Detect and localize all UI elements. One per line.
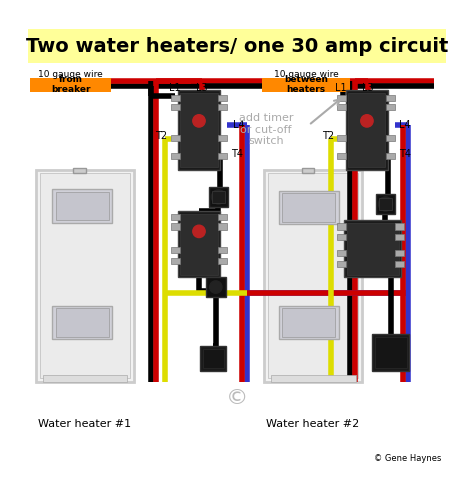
Bar [181,93,218,167]
Bar [56,192,109,220]
Circle shape [210,281,222,293]
Text: between
heaters: between heaters [284,75,328,94]
Circle shape [211,190,226,204]
Bar [268,173,358,378]
Bar [40,173,130,378]
Bar [171,135,180,141]
Bar [282,194,335,222]
Circle shape [378,340,403,365]
Bar [219,224,227,230]
Bar [27,29,447,63]
Bar [178,211,220,277]
Text: T2: T2 [322,131,334,141]
Circle shape [193,225,205,238]
Circle shape [204,350,222,367]
Bar [301,168,314,173]
Bar [212,191,225,203]
Bar [52,305,112,339]
Bar [346,90,388,170]
Bar [171,224,180,230]
Bar [372,334,410,371]
Bar [395,224,404,230]
Bar [264,170,362,382]
Text: L1: L1 [336,83,347,93]
Text: L3: L3 [362,83,374,93]
Bar [282,308,335,336]
Text: 10 gauge wire: 10 gauge wire [38,69,103,78]
Bar [171,258,180,264]
Text: add timer
or cut-off
switch: add timer or cut-off switch [239,113,293,146]
Text: 10 gauge wire: 10 gauge wire [273,69,338,78]
Bar [219,95,227,101]
Text: T2: T2 [155,131,167,141]
Text: L4: L4 [233,120,244,130]
Bar [171,248,180,253]
Bar [395,260,404,267]
Bar [386,153,395,159]
Bar [171,153,180,159]
Text: L3: L3 [196,83,208,93]
Bar [337,234,346,240]
Bar [337,135,346,141]
Bar [178,90,220,170]
Bar [395,234,404,240]
Bar [44,375,127,382]
Bar [73,168,86,173]
Bar [337,260,346,267]
Bar [52,189,112,223]
Bar [171,214,180,220]
Bar [376,194,395,214]
Bar [337,224,346,230]
Bar [348,93,385,167]
Bar [386,135,395,141]
Circle shape [361,115,373,127]
Bar [337,250,346,256]
Bar [30,77,111,92]
Bar [375,336,407,368]
Bar [346,223,399,274]
Bar [200,346,227,371]
Text: Water heater #2: Water heater #2 [266,419,360,429]
Bar [202,349,224,368]
Bar [262,77,350,92]
Bar [379,198,392,210]
Bar [206,277,226,297]
Bar [209,187,228,207]
Bar [181,214,218,274]
Bar [219,153,227,159]
Circle shape [193,115,205,127]
Bar [219,214,227,220]
Bar [279,305,338,339]
Text: from
breaker: from breaker [51,75,91,94]
Text: ©: © [226,388,248,408]
Text: T4: T4 [399,149,411,159]
Bar [337,153,346,159]
Text: L4: L4 [399,120,410,130]
Bar [219,258,227,264]
Bar [337,95,346,101]
Bar [386,104,395,110]
Bar [337,104,346,110]
Bar [344,220,401,277]
Bar [395,250,404,256]
Bar [36,170,134,382]
Bar [56,308,109,336]
Circle shape [378,197,392,211]
Bar [219,104,227,110]
Bar [279,191,338,225]
Bar [171,104,180,110]
Bar [219,135,227,141]
Text: L1: L1 [169,83,181,93]
Bar [272,375,356,382]
Text: Two water heaters/ one 30 amp circuit: Two water heaters/ one 30 amp circuit [26,37,448,56]
Bar [171,95,180,101]
Text: T4: T4 [231,149,243,159]
Text: Water heater #1: Water heater #1 [38,419,131,429]
Text: © Gene Haynes: © Gene Haynes [374,454,441,463]
Bar [219,248,227,253]
Bar [386,95,395,101]
